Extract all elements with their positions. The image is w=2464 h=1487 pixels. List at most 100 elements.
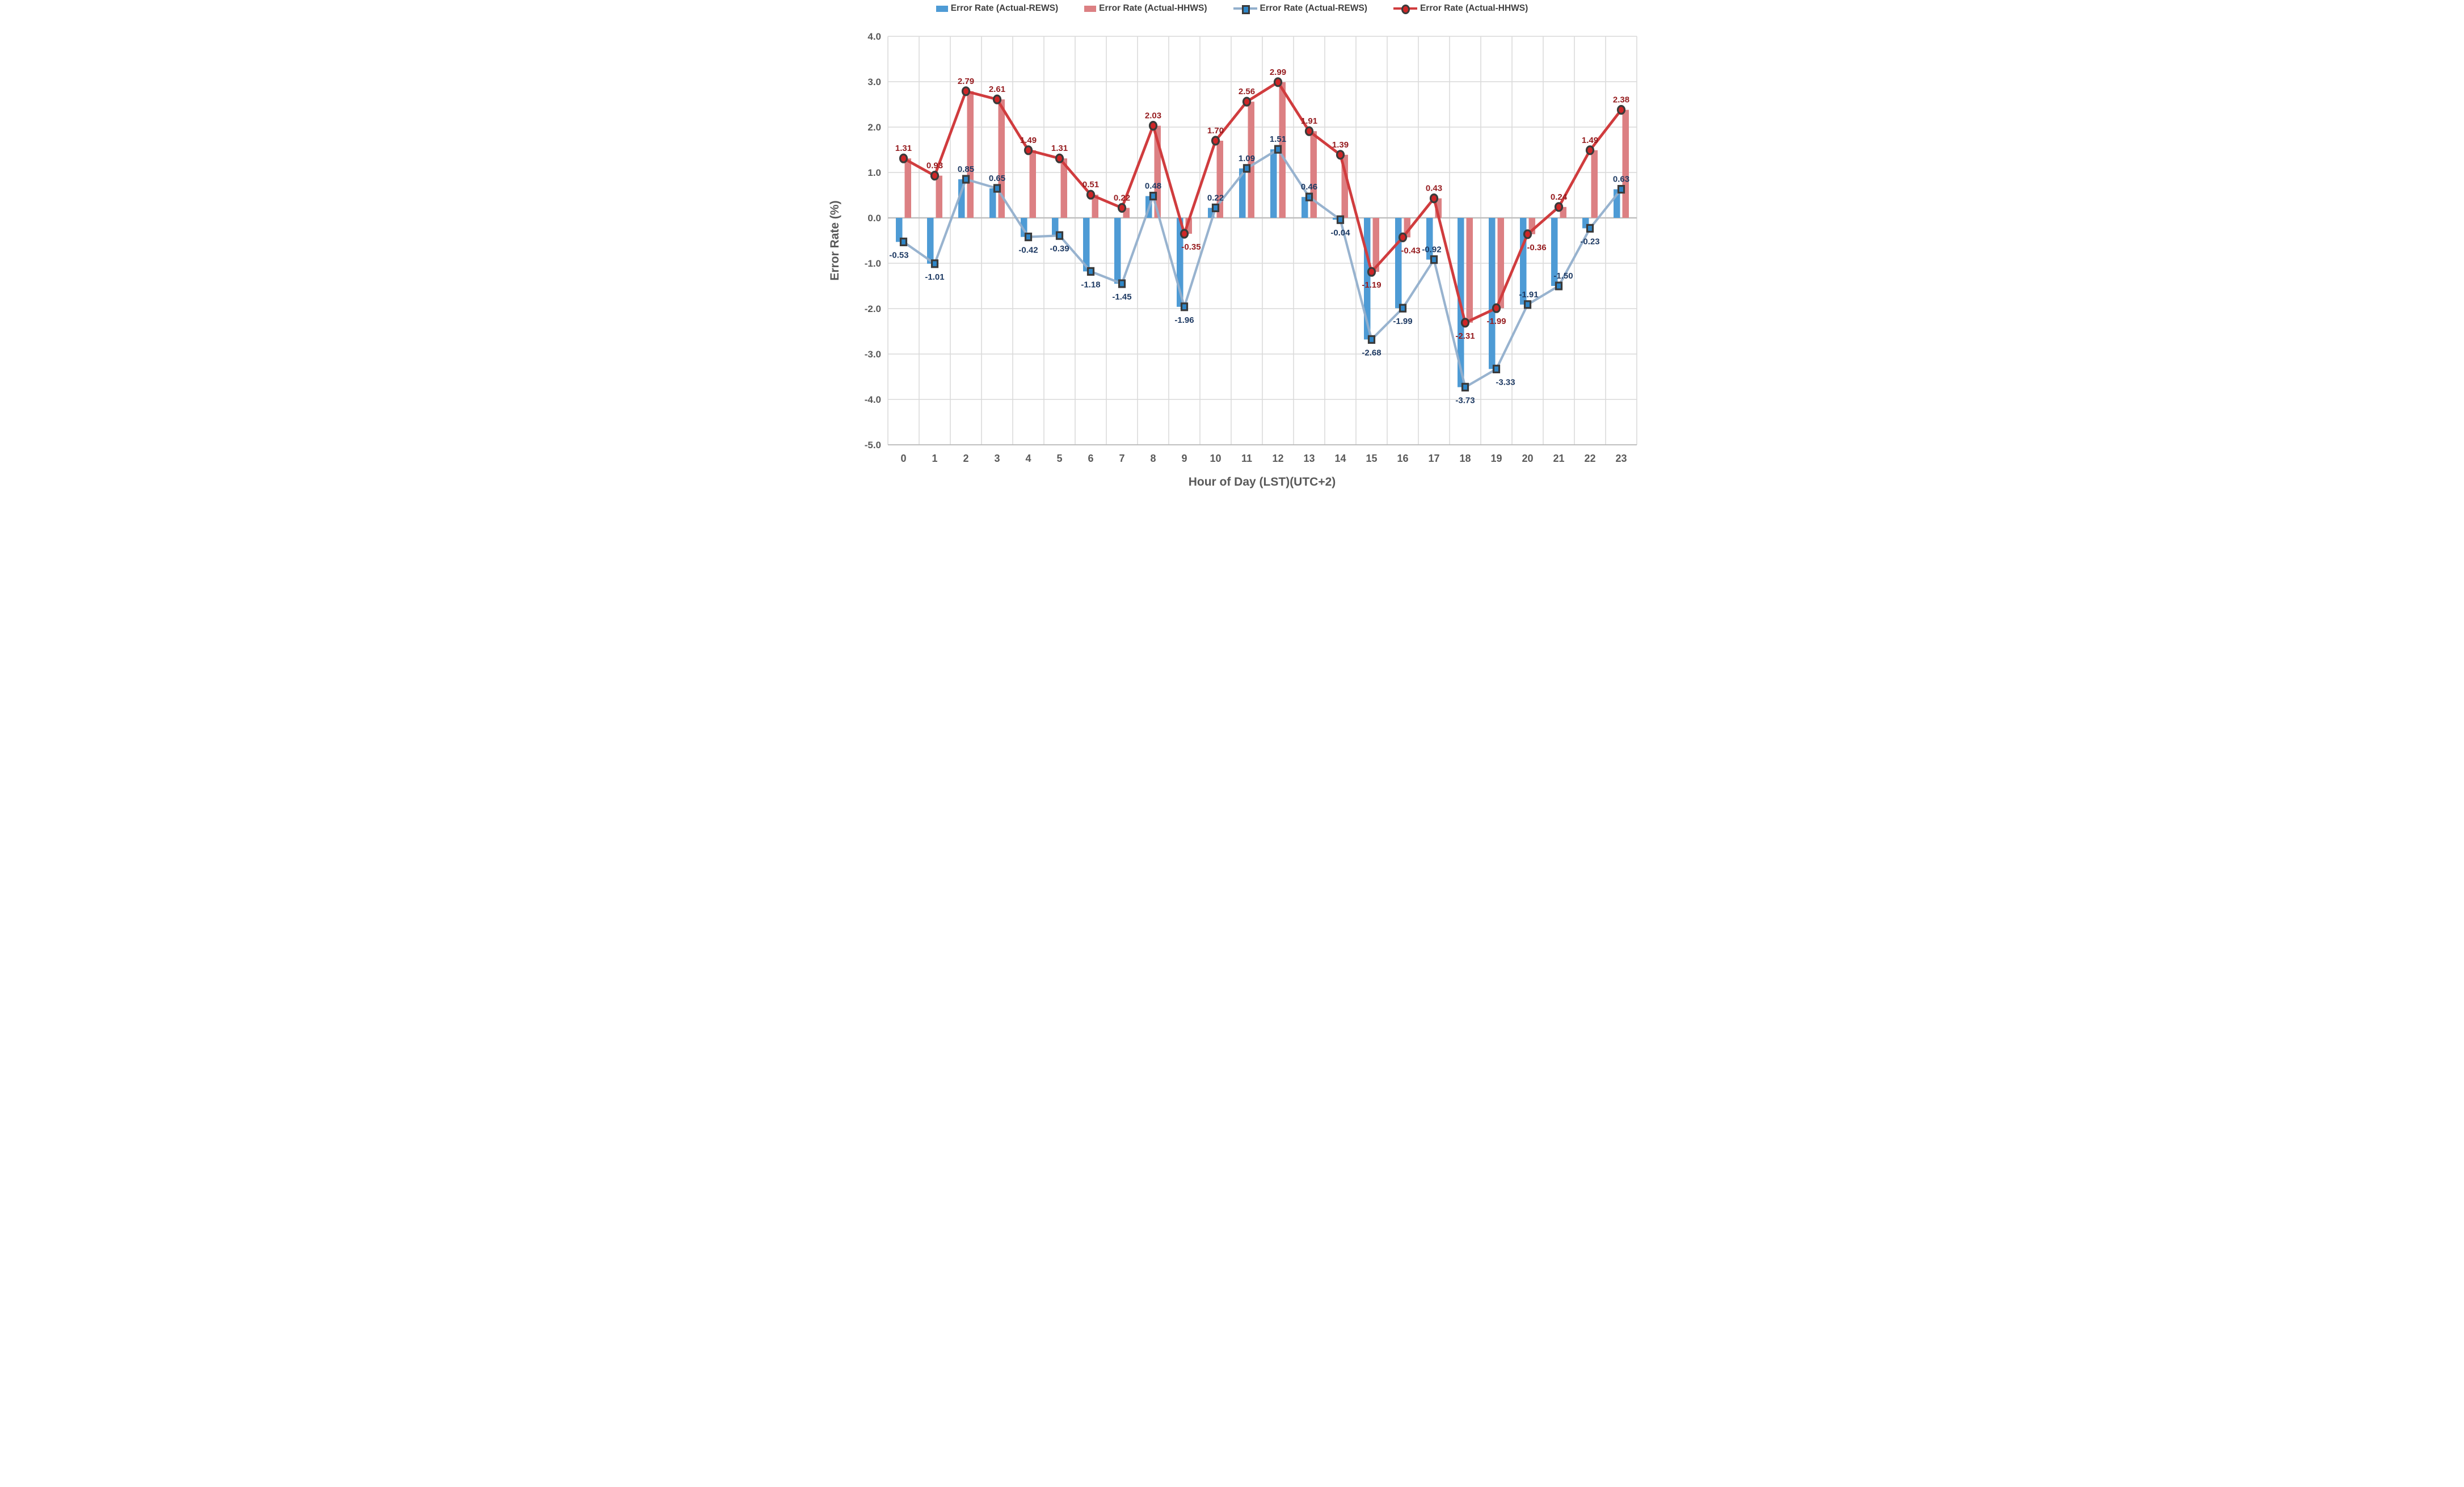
rews-data-label: 0.65 <box>988 174 1005 183</box>
x-tick-label: 7 <box>1119 453 1124 464</box>
rews-data-label: 1.09 <box>1238 154 1254 163</box>
x-tick-label: 16 <box>1397 453 1408 464</box>
hhws-bar <box>1279 82 1286 218</box>
hhws-data-label: 0.51 <box>1082 180 1098 189</box>
hhws-bar <box>1310 131 1317 218</box>
hhws-bar <box>1060 158 1067 218</box>
x-tick-label: 14 <box>1334 453 1346 464</box>
y-tick-label: 3.0 <box>867 77 881 87</box>
rews-square-marker <box>1523 300 1531 309</box>
chart-canvas: 4.0 3.0 2.0 1.0 0.0 -1.0 -2.0 -3.0 -4.0 -5.0 -0.53… <box>864 31 1637 464</box>
hhws-circle-marker <box>1460 318 1469 328</box>
hhws-data-label: 2.99 <box>1269 68 1286 77</box>
x-tick-label: 9 <box>1181 453 1187 464</box>
rews-square-marker <box>1024 233 1032 242</box>
rews-bar <box>1488 218 1495 369</box>
x-tick-label: 15 <box>1366 453 1377 464</box>
rews-data-label: 0.22 <box>1207 193 1223 203</box>
x-tick-label: 2 <box>963 453 968 464</box>
rews-square-marker <box>993 184 1001 193</box>
rews-data-label: 0.85 <box>957 165 974 174</box>
rews-bar <box>1519 218 1526 305</box>
hhws-circle-marker <box>1273 77 1282 87</box>
hhws-circle-marker <box>1180 229 1189 239</box>
hhws-bar <box>967 91 974 218</box>
x-tick-label: 22 <box>1584 453 1595 464</box>
rews-square-marker <box>1149 192 1157 201</box>
hhws-data-label: 0.24 <box>1550 192 1567 202</box>
rews-data-label: -3.33 <box>1496 377 1515 387</box>
rews-square-marker <box>1211 203 1219 212</box>
x-tick-label: 8 <box>1150 453 1156 464</box>
rews-data-label: -0.04 <box>1330 228 1350 238</box>
rews-data-label: -1.99 <box>1393 317 1412 326</box>
hhws-line <box>902 81 1622 325</box>
rews-square-marker <box>1399 304 1406 313</box>
rews-data-label: -0.42 <box>1018 246 1038 255</box>
rews-bar <box>1582 218 1589 229</box>
rews-bar <box>1363 218 1370 340</box>
y-tick-label: -5.0 <box>864 440 881 450</box>
hhws-data-label: 0.22 <box>1113 193 1130 203</box>
hhws-data-label: 2.61 <box>988 85 1005 94</box>
y-tick-label: 4.0 <box>867 31 881 42</box>
hhws-data-label: -0.36 <box>1527 243 1546 252</box>
hhws-circle-marker <box>1023 145 1033 155</box>
hhws-bar <box>1216 141 1223 218</box>
x-tick-label: 0 <box>900 453 906 464</box>
x-axis-title: Hour of Day (LST)(UTC+2) <box>1188 475 1336 488</box>
rews-bar <box>1114 218 1121 284</box>
rews-square-marker <box>1336 215 1344 224</box>
hhws-circle-marker <box>1554 202 1563 212</box>
hhws-data-label: 1.31 <box>895 144 911 153</box>
rews-square-marker <box>1180 302 1188 311</box>
rews-data-label: -1.18 <box>1081 280 1100 289</box>
hhws-bar <box>1185 218 1192 234</box>
hhws-bar <box>1029 150 1036 218</box>
x-tick-label: 17 <box>1428 453 1439 464</box>
hhws-bar <box>1341 154 1348 218</box>
hhws-circle-marker <box>1616 105 1625 115</box>
hhws-bar <box>1154 125 1161 218</box>
legend-item-hhws-bar: Error Rate (Actual-HHWS) <box>1084 3 1207 14</box>
rews-data-label: -0.53 <box>889 250 908 260</box>
rews-square-marker <box>1086 267 1094 276</box>
hhws-line-swatch-icon <box>1393 3 1417 14</box>
rews-square-marker <box>1586 224 1594 233</box>
hhws-circle-marker <box>1367 267 1376 277</box>
x-tick-label: 1 <box>932 453 937 464</box>
rews-bar <box>1020 218 1027 237</box>
legend-item-hhws-line: Error Rate (Actual-HHWS) <box>1393 3 1528 14</box>
hhws-data-label: 2.56 <box>1238 87 1254 96</box>
hhws-circle-marker <box>1429 193 1438 204</box>
hhws-bar <box>1622 109 1629 218</box>
x-tick-label: 19 <box>1490 453 1502 464</box>
legend-label: Error Rate (Actual-HHWS) <box>1099 3 1207 13</box>
y-axis-title: Error Rate (%) <box>828 200 841 281</box>
rews-data-label: -1.96 <box>1174 315 1194 325</box>
rews-data-label: -1.50 <box>1553 271 1573 281</box>
hhws-bar <box>936 175 942 218</box>
rews-data-label: 0.46 <box>1300 182 1317 192</box>
rews-bar <box>958 179 964 218</box>
rews-data-label: 0.48 <box>1144 182 1161 191</box>
hhws-data-label: 1.49 <box>1581 136 1598 145</box>
legend-item-rews-bar: Error Rate (Actual-REWS) <box>936 3 1058 14</box>
hhws-circle-marker <box>899 153 908 163</box>
rews-square-marker <box>1555 281 1562 290</box>
hhws-circle-marker <box>1585 145 1594 155</box>
y-tick-label: -4.0 <box>864 394 881 405</box>
rews-data-label: -0.23 <box>1580 237 1599 246</box>
rews-bar <box>1395 218 1401 309</box>
hhws-bar-swatch-icon <box>1084 5 1097 12</box>
hhws-data-label: 1.91 <box>1300 116 1317 126</box>
legend-label: Error Rate (Actual-REWS) <box>1260 3 1367 13</box>
rews-bar <box>1083 218 1089 272</box>
rews-bar <box>1613 189 1620 218</box>
hhws-data-label: -0.43 <box>1401 246 1420 255</box>
hhws-circle-marker <box>1398 232 1407 242</box>
hhws-data-label: 1.31 <box>1051 144 1067 153</box>
rews-bar <box>1051 218 1058 236</box>
rews-bar <box>926 218 933 264</box>
rews-square-marker <box>1274 145 1282 154</box>
